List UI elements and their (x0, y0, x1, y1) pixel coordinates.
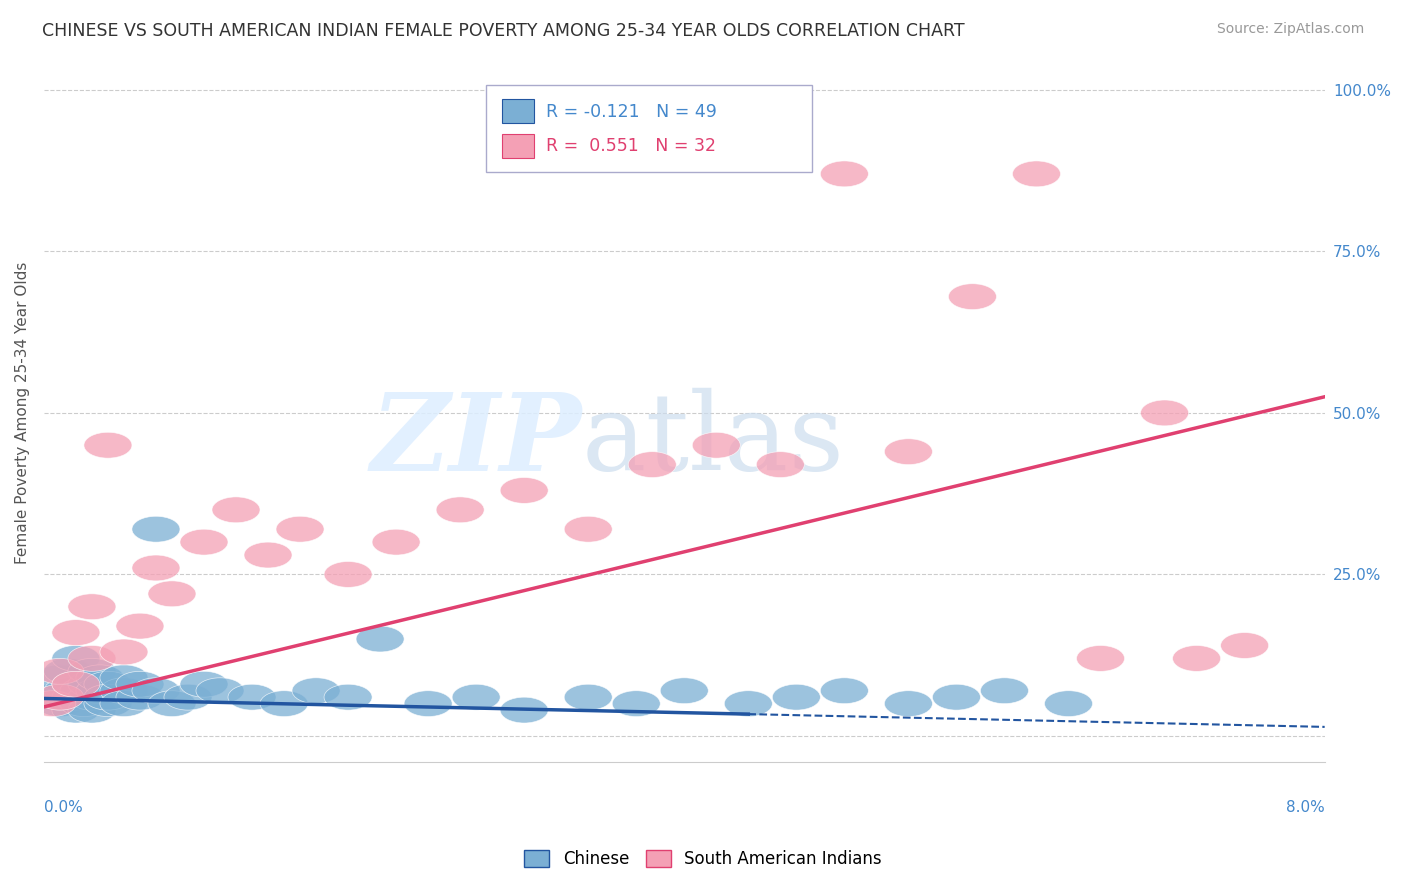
Ellipse shape (67, 672, 115, 698)
Bar (502, 134, 534, 158)
Ellipse shape (76, 678, 124, 704)
Ellipse shape (612, 690, 661, 716)
Ellipse shape (67, 646, 115, 672)
Ellipse shape (52, 672, 100, 698)
Ellipse shape (84, 690, 132, 716)
Ellipse shape (884, 690, 932, 716)
Ellipse shape (884, 439, 932, 465)
Ellipse shape (180, 529, 228, 555)
Ellipse shape (453, 684, 501, 710)
Ellipse shape (60, 678, 108, 704)
Ellipse shape (132, 516, 180, 542)
Ellipse shape (276, 516, 323, 542)
Ellipse shape (67, 698, 115, 723)
Text: CHINESE VS SOUTH AMERICAN INDIAN FEMALE POVERTY AMONG 25-34 YEAR OLDS CORRELATIO: CHINESE VS SOUTH AMERICAN INDIAN FEMALE … (42, 22, 965, 40)
Ellipse shape (661, 678, 709, 704)
Ellipse shape (373, 529, 420, 555)
Text: R = -0.121   N = 49: R = -0.121 N = 49 (546, 103, 717, 120)
Ellipse shape (932, 684, 980, 710)
Ellipse shape (52, 672, 100, 698)
Ellipse shape (628, 451, 676, 477)
Ellipse shape (756, 451, 804, 477)
Ellipse shape (37, 684, 84, 710)
Ellipse shape (148, 581, 195, 607)
Ellipse shape (100, 665, 148, 690)
Ellipse shape (292, 678, 340, 704)
Ellipse shape (132, 678, 180, 704)
Text: R =  0.551   N = 32: R = 0.551 N = 32 (546, 137, 716, 155)
Bar (502, 99, 534, 123)
Ellipse shape (37, 665, 84, 690)
Ellipse shape (724, 690, 772, 716)
Ellipse shape (323, 684, 373, 710)
Ellipse shape (949, 284, 997, 310)
Ellipse shape (115, 684, 165, 710)
Ellipse shape (60, 690, 108, 716)
Legend: Chinese, South American Indians: Chinese, South American Indians (517, 843, 889, 875)
Ellipse shape (323, 561, 373, 587)
Ellipse shape (692, 433, 741, 458)
Ellipse shape (772, 684, 820, 710)
Y-axis label: Female Poverty Among 25-34 Year Olds: Female Poverty Among 25-34 Year Olds (15, 261, 30, 564)
Ellipse shape (180, 672, 228, 698)
Text: atlas: atlas (582, 388, 845, 493)
Ellipse shape (501, 477, 548, 503)
Text: ZIP: ZIP (370, 388, 582, 494)
Ellipse shape (356, 626, 404, 652)
Ellipse shape (76, 665, 124, 690)
Ellipse shape (436, 497, 484, 523)
Ellipse shape (564, 684, 612, 710)
Ellipse shape (84, 684, 132, 710)
Ellipse shape (404, 690, 453, 716)
Ellipse shape (228, 684, 276, 710)
Ellipse shape (1140, 400, 1188, 425)
Ellipse shape (195, 678, 245, 704)
Ellipse shape (1077, 646, 1125, 672)
Ellipse shape (100, 690, 148, 716)
Ellipse shape (1220, 632, 1268, 658)
Ellipse shape (212, 497, 260, 523)
Ellipse shape (165, 684, 212, 710)
Text: Source: ZipAtlas.com: Source: ZipAtlas.com (1216, 22, 1364, 37)
Ellipse shape (28, 684, 76, 710)
Ellipse shape (100, 678, 148, 704)
Ellipse shape (1173, 646, 1220, 672)
Ellipse shape (37, 690, 84, 716)
Ellipse shape (52, 698, 100, 723)
Ellipse shape (115, 672, 165, 698)
Text: 0.0%: 0.0% (44, 800, 83, 815)
Ellipse shape (37, 658, 84, 684)
Ellipse shape (28, 690, 76, 716)
Ellipse shape (44, 678, 91, 704)
Ellipse shape (84, 672, 132, 698)
FancyBboxPatch shape (485, 85, 813, 172)
Ellipse shape (1012, 161, 1060, 186)
Ellipse shape (1045, 690, 1092, 716)
Ellipse shape (501, 698, 548, 723)
Ellipse shape (980, 678, 1028, 704)
Ellipse shape (67, 658, 115, 684)
Ellipse shape (245, 542, 292, 568)
Ellipse shape (132, 555, 180, 581)
Ellipse shape (820, 678, 869, 704)
Ellipse shape (44, 658, 91, 684)
Ellipse shape (52, 646, 100, 672)
Ellipse shape (52, 684, 100, 710)
Ellipse shape (148, 690, 195, 716)
Ellipse shape (564, 516, 612, 542)
Ellipse shape (67, 594, 115, 620)
Ellipse shape (820, 161, 869, 186)
Ellipse shape (52, 620, 100, 646)
Ellipse shape (84, 433, 132, 458)
Ellipse shape (100, 639, 148, 665)
Ellipse shape (115, 613, 165, 639)
Text: 8.0%: 8.0% (1286, 800, 1324, 815)
Ellipse shape (260, 690, 308, 716)
Ellipse shape (67, 684, 115, 710)
